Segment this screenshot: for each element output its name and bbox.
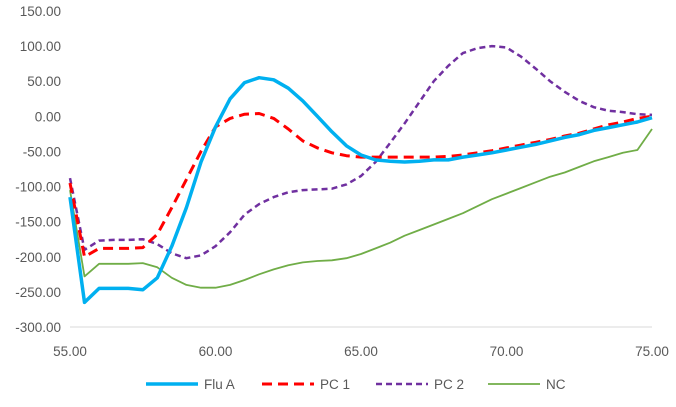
x-tick-label: 75.00 [635,344,669,359]
x-tick-label: 70.00 [490,344,524,359]
legend-label-nc: NC [546,377,566,392]
y-tick-label: 50.00 [27,74,61,89]
legend-label-pc-2: PC 2 [434,377,464,392]
y-tick-label: -300.00 [15,320,61,335]
y-tick-label: -200.00 [15,250,61,265]
y-tick-label: 0.00 [35,109,61,124]
series-lines [68,44,653,305]
legend: Flu A PC 1 PC 2 NC [146,377,566,392]
y-tick-label: 150.00 [20,4,61,19]
y-tick-label: -50.00 [23,144,61,159]
x-tick-label: 55.00 [53,344,87,359]
y-tick-label: 100.00 [20,39,61,54]
y-axis-tick-labels: 150.00 100.00 50.00 0.00 -50.00 -100.00 -150.0… [15,4,61,335]
y-tick-label: -150.00 [15,215,61,230]
series-line-flu-a [68,75,653,305]
x-tick-label: 60.00 [199,344,233,359]
series-line-nc [69,128,653,289]
legend-label-pc-1: PC 1 [320,377,350,392]
y-tick-label: -250.00 [15,285,61,300]
x-axis-tick-labels: 55.00 60.00 65.00 70.00 75.00 [53,344,669,359]
y-tick-label: -100.00 [15,180,61,195]
series-line-pc-1 [68,112,653,259]
x-tick-label: 65.00 [344,344,378,359]
series-line-pc-2 [68,44,653,260]
legend-label-flu-a: Flu A [204,377,235,392]
